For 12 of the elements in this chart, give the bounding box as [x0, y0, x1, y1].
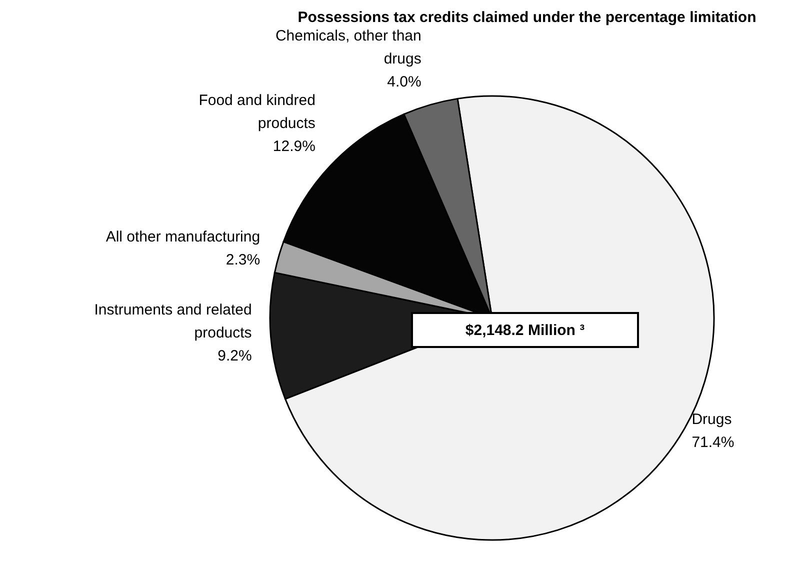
- slice-label: Chemicals, other than drugs: [275, 27, 422, 68]
- slice-label: Instruments and related products: [94, 302, 252, 342]
- text: $2,148.2 Million ³: [411, 312, 639, 348]
- data-label: 2.3%: [226, 252, 260, 269]
- data-label: 12.9%: [272, 138, 316, 155]
- slice-label: Food and kindred products: [198, 92, 316, 132]
- slice-label: Drugs: [692, 410, 732, 428]
- chart-title: Possessions tax credits claimed under the percentage limitation: [298, 9, 756, 26]
- data-label: 71.4%: [692, 434, 734, 451]
- data-label: 4.0%: [387, 73, 422, 90]
- slice-label: All other manufacturing: [106, 228, 260, 246]
- data-label: 9.2%: [218, 348, 252, 365]
